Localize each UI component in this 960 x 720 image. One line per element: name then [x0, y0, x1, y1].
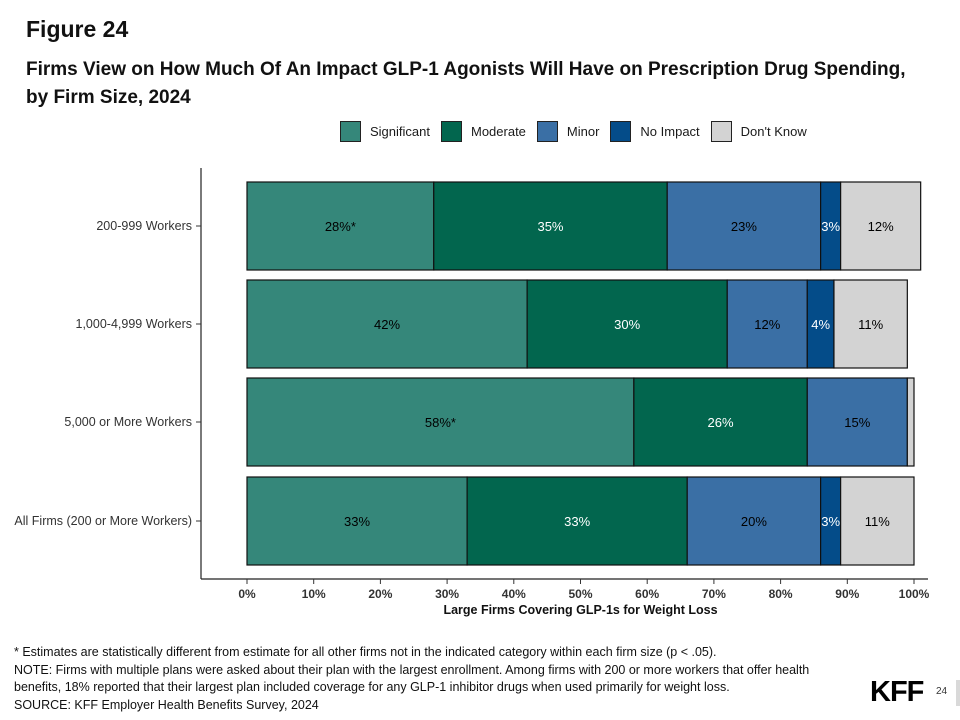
category-label: 1,000-4,999 Workers	[76, 317, 193, 331]
bar-segment-moderate	[633, 377, 808, 467]
legend-label: No Impact	[640, 123, 700, 139]
bar-segment-don-t-know	[906, 377, 915, 467]
data-label: 33%	[344, 514, 370, 529]
data-label: 58%*	[425, 415, 456, 430]
data-label: 12%	[754, 317, 780, 332]
x-tick-label: 60%	[635, 587, 659, 601]
x-tick-label: 90%	[835, 587, 859, 601]
legend-swatch	[440, 120, 462, 142]
data-label: 42%	[374, 317, 400, 332]
stacked-bar-chart: 200-999 Workers 28%* 35% 23% 3% 12% 1,000-4,99…	[14, 168, 930, 617]
legend-swatch	[340, 120, 361, 142]
footnote-source: SOURCE: KFF Employer Health Benefits Sur…	[14, 697, 319, 712]
data-label: 30%	[614, 317, 640, 332]
data-label: 35%	[537, 219, 563, 234]
chart-title: Firms View on How Much Of An Impact GLP-…	[26, 59, 906, 108]
x-tick-label: 80%	[769, 587, 793, 601]
data-label: 15%	[844, 415, 870, 430]
bar-segment-significant	[246, 279, 528, 369]
bar-segment-moderate	[466, 476, 688, 566]
page-number: 24	[936, 686, 948, 697]
x-tick-label: 50%	[568, 587, 592, 601]
x-tick-label: 100%	[899, 587, 930, 601]
data-label: 20%	[741, 514, 767, 529]
bar-segment-no-impact	[806, 279, 835, 369]
footnote-note-line2: benefits, 18% reported that their larges…	[14, 680, 730, 695]
legend-swatch	[536, 120, 558, 142]
bar-segment-don-t-know	[840, 476, 915, 566]
bar-segment-significant	[246, 377, 635, 467]
data-label: 4%	[811, 317, 830, 332]
x-tick-label: 20%	[368, 587, 392, 601]
legend-item-minor: Minor	[536, 120, 600, 142]
category-label: 5,000 or More Workers	[64, 415, 192, 429]
bar-segment-don-t-know	[840, 181, 922, 271]
figure-label: Figure 24	[26, 16, 129, 42]
data-label: 23%	[731, 219, 757, 234]
bar-segment-moderate	[526, 279, 728, 369]
x-tick-label: 10%	[302, 587, 326, 601]
legend-label: Minor	[566, 123, 600, 139]
x-tick-label: 30%	[435, 587, 459, 601]
legend-swatch	[710, 120, 732, 142]
category-label: 200-999 Workers	[96, 219, 192, 233]
bar-segment-moderate	[433, 181, 668, 271]
legend-item-moderate: Moderate	[440, 120, 526, 142]
legend-label: Significant	[370, 123, 430, 139]
footnote-significance: * Estimates are statistically different …	[14, 645, 717, 659]
data-label: 12%	[868, 219, 894, 234]
data-label: 26%	[708, 415, 734, 430]
footnote-note-line1: NOTE: Firms with multiple plans were ask…	[14, 662, 810, 677]
x-tick-label: 40%	[502, 587, 526, 601]
x-tick-label: 0%	[238, 587, 256, 601]
category-label: All Firms (200 or More Workers)	[14, 514, 192, 528]
data-label: 11%	[865, 514, 890, 529]
slide-edge-divider	[956, 680, 960, 706]
legend-label: Moderate	[470, 123, 526, 139]
x-axis-title: Large Firms Covering GLP-1s for Weight L…	[443, 603, 717, 617]
bar-segment-significant	[246, 181, 435, 271]
x-tick-label: 70%	[702, 587, 726, 601]
legend-label: Don't Know	[740, 123, 807, 139]
kff-logo: KFF	[870, 676, 924, 708]
data-label: 33%	[564, 514, 590, 529]
data-label: 3%	[821, 219, 840, 234]
bar-segment-minor	[686, 476, 822, 566]
bar-segment-significant	[246, 476, 468, 566]
data-label: 28%*	[325, 219, 356, 234]
legend-swatch	[610, 120, 632, 142]
footnotes: * Estimates are statistically different …	[14, 644, 854, 714]
legend-item-no-impact: No Impact	[610, 120, 700, 142]
chart-legend: Significant Moderate Minor No Impact Don…	[340, 119, 818, 143]
legend-item-significant: Significant	[340, 120, 430, 142]
data-label: 11%	[858, 317, 883, 332]
bar-segment-minor	[726, 279, 808, 369]
bar-segment-don-t-know	[833, 279, 908, 369]
bar-segment-minor	[806, 377, 908, 467]
legend-item-dont-know: Don't Know	[710, 120, 807, 142]
data-label: 3%	[821, 514, 840, 529]
